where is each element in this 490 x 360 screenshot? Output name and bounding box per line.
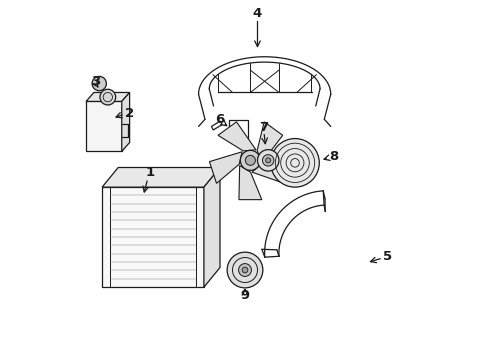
Circle shape: [241, 150, 260, 170]
Circle shape: [100, 89, 116, 105]
Polygon shape: [102, 167, 220, 187]
Circle shape: [266, 158, 270, 163]
Text: 2: 2: [125, 107, 135, 120]
Circle shape: [92, 76, 106, 91]
Text: 1: 1: [146, 166, 155, 179]
Polygon shape: [239, 166, 262, 200]
Polygon shape: [102, 187, 204, 287]
Polygon shape: [218, 122, 256, 151]
Circle shape: [239, 264, 251, 276]
Text: 5: 5: [383, 250, 392, 263]
Circle shape: [263, 155, 274, 166]
Circle shape: [242, 267, 248, 273]
Circle shape: [245, 156, 255, 165]
Polygon shape: [252, 162, 291, 183]
Circle shape: [227, 252, 263, 288]
Circle shape: [258, 150, 279, 171]
Text: 3: 3: [92, 75, 100, 88]
Polygon shape: [209, 152, 242, 183]
Text: 8: 8: [329, 150, 338, 163]
Circle shape: [270, 139, 319, 187]
Polygon shape: [122, 93, 130, 152]
Text: 4: 4: [253, 8, 262, 21]
Polygon shape: [257, 122, 283, 162]
Polygon shape: [86, 93, 130, 102]
Polygon shape: [204, 167, 220, 287]
Text: 7: 7: [259, 121, 269, 134]
Text: 9: 9: [241, 288, 249, 302]
Text: 6: 6: [215, 113, 224, 126]
Polygon shape: [86, 102, 122, 152]
